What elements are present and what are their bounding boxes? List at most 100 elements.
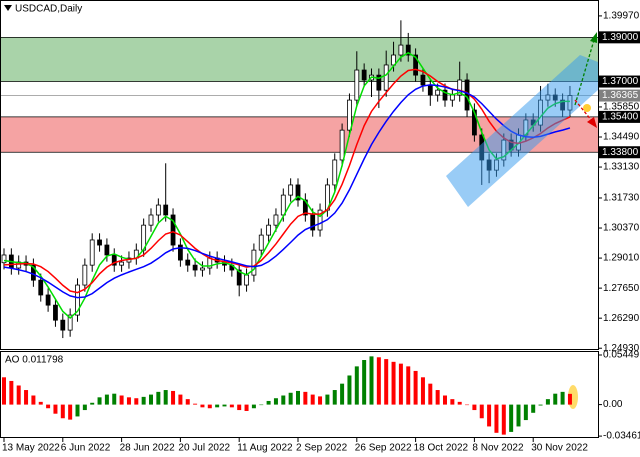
candle-body <box>45 294 51 306</box>
candle-body <box>53 304 58 321</box>
trend-channel <box>446 55 598 207</box>
candle-body <box>82 264 88 286</box>
ao-bar <box>149 394 153 405</box>
candle-body <box>383 64 389 91</box>
level-label: 1.33800 <box>602 147 639 158</box>
y-tick-label: 1.27650 <box>603 283 640 294</box>
level-label-box <box>599 31 640 44</box>
ao-bar <box>237 404 242 411</box>
ao-bar <box>494 404 499 433</box>
candle-body <box>354 69 360 101</box>
ao-bar <box>53 404 58 414</box>
ao-bar <box>487 404 492 427</box>
ao-bar <box>391 361 396 405</box>
candle-body <box>60 319 66 331</box>
candle-body <box>464 79 470 111</box>
ao-bar <box>340 383 345 405</box>
candle-body <box>310 214 316 231</box>
moving-average-line <box>3 51 570 319</box>
candle-body <box>177 244 183 261</box>
ao-bar <box>332 390 337 405</box>
ao-bar <box>9 380 14 405</box>
candle-body <box>398 44 404 56</box>
candle-body <box>347 99 352 131</box>
candle-body <box>427 84 433 96</box>
zones-layer <box>0 36 598 153</box>
y-tick-label: 1.29010 <box>603 253 640 264</box>
ao-bar <box>163 390 168 405</box>
ao-bar <box>281 395 286 405</box>
up-arrowhead <box>590 32 597 43</box>
candle-body <box>413 54 419 76</box>
annotation-layer <box>446 32 598 409</box>
zone <box>0 37 598 82</box>
candle-body <box>332 159 338 186</box>
y-tick-label: 1.24930 <box>603 343 640 354</box>
ao-bar <box>523 404 528 421</box>
candle-body <box>97 239 102 246</box>
candle-body <box>302 199 308 216</box>
ao-bar <box>2 377 6 405</box>
ao-bar <box>215 404 220 408</box>
x-tick-label: 26 Sep 2022 <box>355 443 412 454</box>
ao-bar <box>435 390 440 405</box>
ao-bar <box>325 394 330 405</box>
candle-body <box>405 44 411 56</box>
moving-average-line <box>3 84 571 299</box>
y-tick-label: 1.30370 <box>603 223 640 234</box>
x-tick-label: 2 Sep 2022 <box>296 443 348 454</box>
ao-bar <box>104 394 109 405</box>
ao-bar <box>68 404 73 420</box>
ao-bar <box>354 366 359 405</box>
ao-bar <box>545 399 550 405</box>
ao-bar <box>222 404 227 407</box>
level-label-box <box>599 89 640 102</box>
ao-bar <box>303 391 308 405</box>
x-tick-label: 8 Nov 2022 <box>472 443 524 454</box>
candle-body <box>67 314 73 331</box>
ao-bar <box>443 395 447 405</box>
ao-bar <box>126 397 131 405</box>
ao-bar <box>501 404 506 435</box>
ao-bar <box>428 383 433 405</box>
ao-bar <box>46 404 51 409</box>
ao-bar <box>156 391 161 405</box>
candle-body <box>111 254 117 266</box>
ao-bar <box>479 404 484 419</box>
ao-bar <box>251 404 256 409</box>
candle-body <box>295 184 301 201</box>
candle-body <box>148 214 154 226</box>
down-arrow <box>574 99 593 122</box>
candle-body <box>449 94 455 101</box>
ao-bar <box>384 359 389 405</box>
ao-bar <box>369 356 374 405</box>
ao-bar <box>178 394 183 405</box>
candle-body <box>442 89 448 101</box>
x-tick-label: 6 Jun 2022 <box>61 443 111 454</box>
candle-body <box>288 184 294 196</box>
candle-body <box>273 214 279 226</box>
ao-bar <box>200 404 205 408</box>
candle-body <box>200 267 205 271</box>
ao-bar <box>376 357 381 405</box>
ao-bar <box>420 377 425 405</box>
x-tick-label: 11 Aug 2022 <box>237 443 293 454</box>
ao-bar <box>134 398 139 405</box>
candle-body <box>317 209 323 231</box>
ao-bar <box>560 391 565 405</box>
level-label-box <box>599 110 640 123</box>
ao-bar <box>296 390 300 405</box>
x-tick-label: 13 May 2022 <box>2 443 60 454</box>
ao-panel-border <box>0 351 599 438</box>
moving-average-line <box>3 68 571 294</box>
ao-bar <box>457 401 462 405</box>
candle-body <box>163 204 169 216</box>
candle-body <box>30 264 36 281</box>
ao-y-tick-label: 0.00 <box>603 399 623 410</box>
level-label-box <box>599 146 640 159</box>
y-tick-label: 1.26290 <box>603 313 640 324</box>
ao-bar <box>112 393 117 405</box>
candle-body <box>435 89 441 96</box>
